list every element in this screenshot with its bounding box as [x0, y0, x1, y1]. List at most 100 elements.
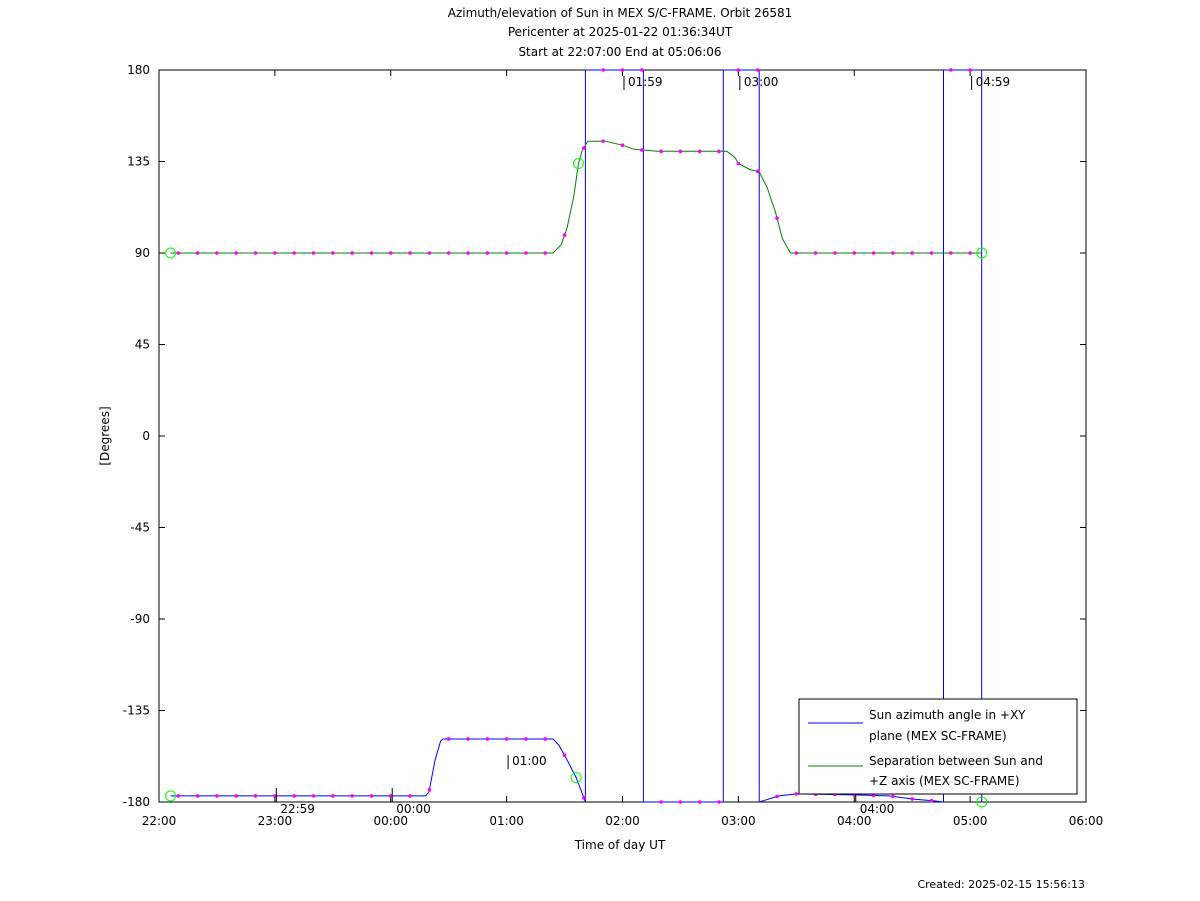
sample-marker-76 — [833, 251, 837, 255]
sample-marker-74 — [794, 251, 799, 255]
x-tick-label-4: 02:00 — [605, 814, 640, 828]
sample-marker-63 — [582, 146, 586, 150]
sample-marker-79 — [891, 251, 895, 255]
sample-marker-41 — [968, 68, 972, 72]
annotation-label-4: 03:00 — [744, 75, 779, 89]
legend: Sun azimuth angle in +XY plane (MEX SC-F… — [798, 698, 1078, 795]
sample-marker-27 — [697, 800, 702, 804]
legend-label-separation-line1: Separation between Sun and — [869, 754, 1043, 768]
sample-marker-30 — [755, 68, 760, 72]
sample-marker-52 — [369, 251, 374, 255]
sample-marker-22 — [601, 68, 605, 72]
sample-marker-57 — [466, 251, 470, 255]
sample-marker-78 — [871, 251, 876, 255]
sample-marker-3 — [234, 794, 239, 798]
sample-marker-54 — [408, 251, 412, 255]
axis-ticks — [158, 69, 1087, 803]
series-1-segment-0 — [170, 140, 982, 254]
sample-marker-70 — [717, 149, 721, 154]
sample-marker-25 — [659, 800, 663, 804]
x-tick-label-7: 05:00 — [953, 814, 988, 828]
y-tick-label-7: -135 — [123, 704, 150, 718]
chart-title-line2: Pericenter at 2025-01-22 01:36:34UT — [508, 25, 733, 39]
plot-frame — [158, 69, 1087, 803]
sample-marker-53 — [388, 251, 393, 255]
chart-title-line1: Azimuth/elevation of Sun in MEX S/C-FRAM… — [448, 6, 793, 20]
sample-marker-6 — [292, 794, 296, 798]
sample-marker-47 — [273, 251, 277, 255]
sample-marker-75 — [813, 251, 818, 255]
sample-marker-40 — [949, 68, 953, 72]
sample-marker-37 — [891, 794, 895, 799]
y-axis-label: [Degrees] — [98, 406, 112, 465]
sample-marker-73 — [775, 216, 779, 221]
sample-marker-36 — [871, 793, 876, 798]
x-tick-label-1: 23:00 — [258, 814, 293, 828]
sample-marker-46 — [253, 251, 258, 255]
created-timestamp: Created: 2025-02-15 15:56:13 — [917, 878, 1085, 891]
y-tick-label-6: -90 — [130, 612, 150, 626]
endpoint-circle-4 — [572, 158, 584, 170]
legend-box — [798, 698, 1078, 795]
x-tick-label-3: 01:00 — [489, 814, 524, 828]
x-axis-label: Time of day UT — [574, 838, 666, 852]
chart-title-line3: Start at 22:07:00 End at 05:06:06 — [518, 45, 721, 59]
sample-marker-64 — [601, 139, 605, 143]
sample-marker-24 — [640, 68, 644, 72]
sample-marker-80 — [910, 251, 914, 255]
sample-marker-31 — [775, 794, 779, 799]
series-0-segment-0 — [170, 738, 586, 803]
sample-marker-4 — [253, 794, 258, 798]
sample-marker-16 — [485, 737, 490, 741]
x-tick-label-5: 03:00 — [721, 814, 756, 828]
sample-marker-51 — [350, 251, 354, 255]
sample-marker-50 — [331, 251, 335, 255]
legend-label-azimuth-line1: Sun azimuth angle in +XY — [869, 708, 1026, 722]
endpoint-circle-5 — [976, 796, 988, 808]
sample-marker-71 — [736, 161, 741, 166]
sample-marker-5 — [273, 794, 277, 798]
endpoint-circle-1 — [976, 247, 988, 259]
sample-marker-1 — [195, 794, 200, 798]
sample-marker-29 — [736, 68, 741, 72]
sample-marker-69 — [697, 149, 702, 154]
sample-marker-18 — [524, 737, 528, 741]
sample-marker-19 — [543, 737, 548, 741]
annotation-label-2: 01:00 — [512, 754, 547, 768]
sample-marker-81 — [929, 251, 934, 255]
y-tick-label-1: 135 — [127, 155, 150, 169]
sample-marker-60 — [524, 251, 528, 255]
sample-marker-45 — [234, 251, 239, 255]
legend-label-azimuth-line2: plane (MEX SC-FRAME) — [869, 729, 1007, 743]
sample-marker-43 — [195, 251, 200, 255]
sample-marker-12 — [408, 794, 412, 798]
x-tick-label-2: 00:00 — [373, 814, 408, 828]
annotation-label-5: 04:00 — [860, 802, 895, 816]
sample-marker-66 — [640, 148, 644, 152]
sample-marker-15 — [466, 737, 470, 741]
marker-layer — [165, 68, 988, 808]
sample-marker-17 — [504, 737, 509, 741]
x-tick-label-8: 06:00 — [1069, 814, 1104, 828]
y-tick-label-3: 45 — [135, 338, 150, 352]
sample-marker-72 — [755, 169, 760, 174]
sample-marker-61 — [543, 251, 548, 255]
sample-marker-48 — [292, 251, 296, 255]
sample-marker-82 — [949, 251, 953, 255]
sample-marker-65 — [620, 143, 625, 148]
sample-marker-32 — [794, 792, 799, 796]
sample-marker-55 — [427, 251, 432, 255]
annotation-label-1: 00:00 — [396, 802, 431, 816]
sample-marker-44 — [215, 251, 219, 255]
sample-marker-62 — [562, 233, 567, 237]
annotation-layer: 22:59 00:00 01:00 01:59 03:00 04:00 04:59 — [275, 75, 1011, 816]
series-layer — [170, 69, 983, 803]
sample-marker-26 — [678, 800, 683, 804]
annotation-label-6: 04:59 — [976, 75, 1011, 89]
axis-tick-labels: 22:00 23:00 00:00 01:00 02:00 03:00 04:00 05:00… — [123, 63, 1104, 828]
sample-marker-77 — [852, 251, 857, 255]
y-tick-label-5: -45 — [130, 521, 150, 535]
endpoint-circle-3 — [570, 772, 582, 784]
sample-marker-67 — [659, 149, 663, 154]
